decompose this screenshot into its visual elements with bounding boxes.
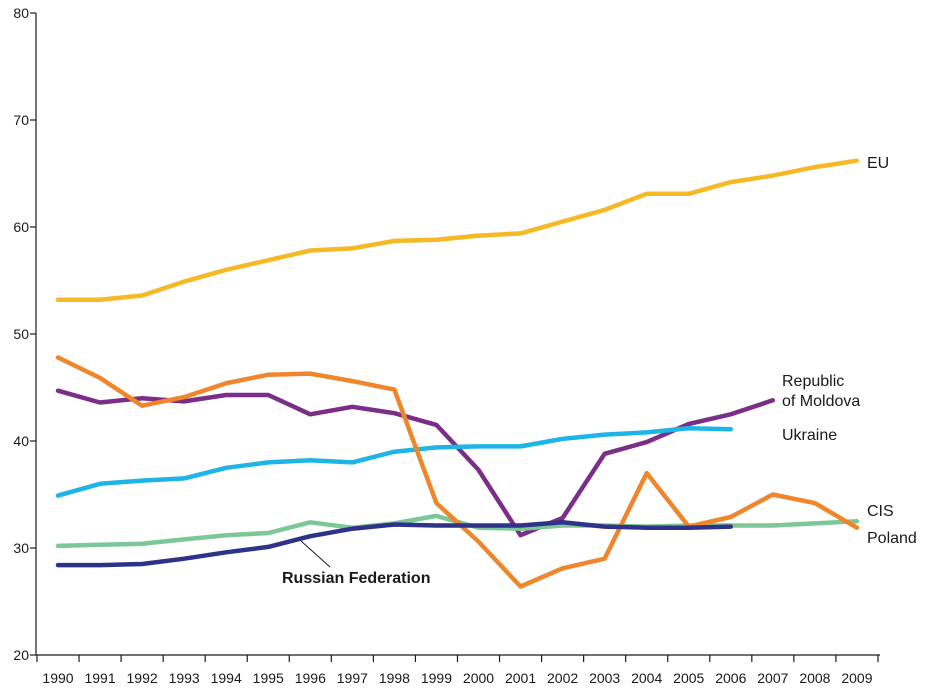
x-tick-label: 1994 [211,670,242,686]
x-tick-label: 1990 [42,670,73,686]
y-tick-label: 40 [13,433,29,449]
x-tick-label: 1993 [169,670,200,686]
label-cis: CIS [867,503,894,520]
label-eu: EU [867,155,889,172]
label-poland: Poland [867,530,917,547]
x-tick-label: 2001 [505,670,536,686]
x-tick-label: 1991 [84,670,115,686]
series-labels: EU Republic of Moldova Ukraine CIS Poland… [282,155,917,587]
y-tick-label: 70 [13,112,29,128]
y-tick-label: 50 [13,326,29,342]
x-tick-label: 1999 [421,670,452,686]
x-tick-label: 2003 [589,670,620,686]
x-tick-label: 2000 [463,670,494,686]
x-tick-label: 2002 [547,670,578,686]
x-tick-label: 1995 [253,670,284,686]
y-tick-label: 30 [13,540,29,556]
series-line-poland [55,355,860,589]
x-ticks: 1990 1991 1992 1993 1994 1995 1996 1997 1998 1999… [36,655,879,686]
x-tick-label: 1997 [337,670,368,686]
series-line-republic-of-moldova [55,388,776,538]
series-line-ukraine [55,425,734,498]
label-ukraine: Ukraine [782,427,837,444]
x-tick-label: 1998 [379,670,410,686]
x-tick-label: 2006 [715,670,746,686]
label-russian-federation: Russian Federation [282,570,430,587]
x-tick-label: 2008 [799,670,830,686]
label-moldova-line-1: Republic [782,373,844,390]
label-moldova-line-2: of Moldova [782,393,860,410]
label-republic-of-moldova: Republic of Moldova [782,373,860,410]
x-tick-label: 1996 [295,670,326,686]
russian-federation-leader-line [300,540,331,568]
x-tick-label: 2007 [757,670,788,686]
x-tick-label: 2005 [673,670,704,686]
x-tick-label: 1992 [127,670,158,686]
x-tick-label: 2004 [631,670,662,686]
y-tick-label: 20 [13,647,29,663]
y-tick-label: 60 [13,219,29,235]
y-ticks: 20 30 40 50 60 70 80 [13,5,36,663]
y-tick-label: 80 [13,5,29,21]
axes [35,13,880,656]
series-line-russian-federation [55,520,734,568]
series-line-eu [55,158,860,303]
series-lines [55,158,860,589]
x-tick-label: 2009 [841,670,872,686]
